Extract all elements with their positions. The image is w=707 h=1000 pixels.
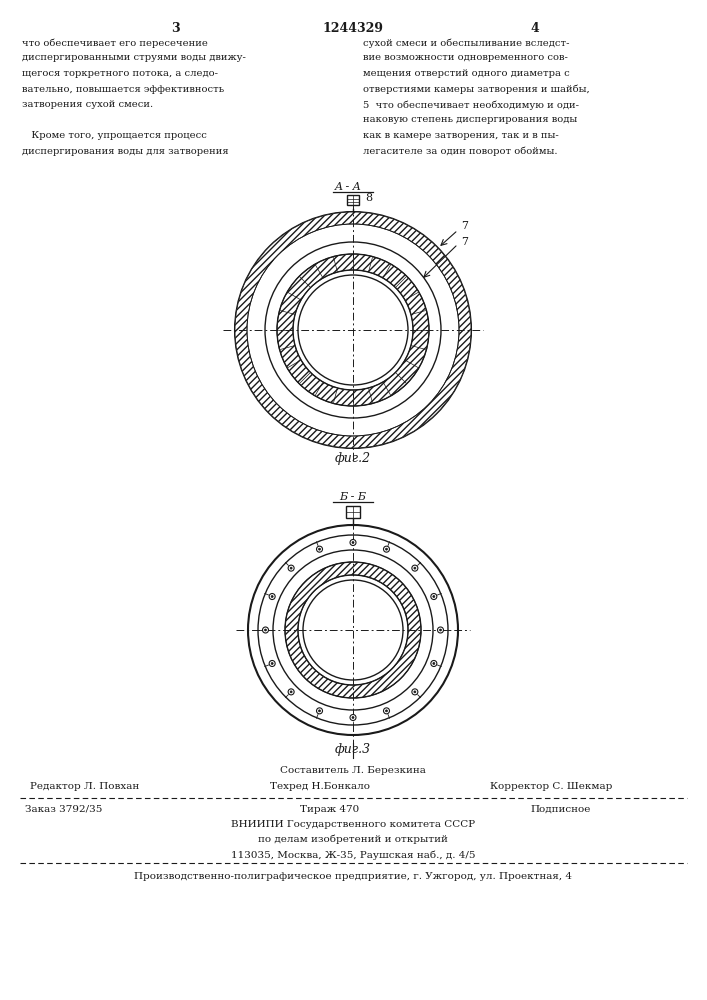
Circle shape — [431, 660, 437, 666]
Circle shape — [269, 660, 275, 666]
Text: Подписное: Подписное — [530, 805, 590, 814]
Circle shape — [290, 567, 292, 569]
Text: щегося торкретного потока, а следо-: щегося торкретного потока, а следо- — [22, 69, 218, 78]
Text: 7: 7 — [461, 221, 468, 231]
Text: 7: 7 — [461, 237, 468, 247]
Text: фиг.2: фиг.2 — [335, 452, 371, 465]
Circle shape — [412, 689, 418, 695]
Text: что обеспечивает его пересечение: что обеспечивает его пересечение — [22, 38, 208, 47]
Circle shape — [414, 567, 416, 569]
Text: ВНИИПИ Государственного комитета СССР: ВНИИПИ Государственного комитета СССР — [231, 820, 475, 829]
Circle shape — [262, 627, 269, 633]
Circle shape — [431, 594, 437, 600]
Text: 8: 8 — [365, 193, 372, 203]
Circle shape — [385, 548, 387, 550]
Text: диспергирования воды для затворения: диспергирования воды для затворения — [22, 146, 228, 155]
Circle shape — [383, 546, 390, 552]
Circle shape — [352, 716, 354, 718]
Circle shape — [290, 691, 292, 693]
Text: мещения отверстий одного диаметра с: мещения отверстий одного диаметра с — [363, 69, 570, 78]
Circle shape — [438, 627, 443, 633]
Circle shape — [414, 691, 416, 693]
Text: 113035, Москва, Ж-35, Раушская наб., д. 4/5: 113035, Москва, Ж-35, Раушская наб., д. … — [230, 850, 475, 859]
Text: 4: 4 — [531, 22, 539, 35]
Text: A - A: A - A — [334, 182, 361, 192]
Circle shape — [385, 710, 387, 712]
Circle shape — [440, 629, 441, 631]
Text: 1244329: 1244329 — [322, 22, 383, 35]
Text: Составитель Л. Березкина: Составитель Л. Березкина — [280, 766, 426, 775]
Circle shape — [317, 546, 322, 552]
Text: Кроме того, упрощается процесс: Кроме того, упрощается процесс — [22, 131, 207, 140]
Circle shape — [264, 629, 267, 631]
Text: затворения сухой смеси.: затворения сухой смеси. — [22, 100, 153, 109]
Circle shape — [271, 662, 273, 664]
Circle shape — [383, 708, 390, 714]
Text: Корректор С. Шекмар: Корректор С. Шекмар — [490, 782, 612, 791]
Circle shape — [269, 594, 275, 600]
Text: Б - Б: Б - Б — [339, 492, 366, 502]
Circle shape — [258, 535, 448, 725]
Text: вательно, повышается эффективность: вательно, повышается эффективность — [22, 85, 224, 94]
Text: Заказ 3792/35: Заказ 3792/35 — [25, 805, 103, 814]
Text: Производственно-полиграфическое предприятие, г. Ужгород, ул. Проектная, 4: Производственно-полиграфическое предприя… — [134, 872, 572, 881]
Circle shape — [271, 596, 273, 598]
Circle shape — [288, 689, 294, 695]
Circle shape — [273, 550, 433, 710]
Bar — [347, 195, 359, 205]
Circle shape — [352, 542, 354, 544]
Text: как в камере затворения, так и в пы-: как в камере затворения, так и в пы- — [363, 131, 559, 140]
Circle shape — [265, 242, 441, 418]
Circle shape — [288, 565, 294, 571]
Text: сухой смеси и обеспыливание вследст-: сухой смеси и обеспыливание вследст- — [363, 38, 570, 47]
Text: вие возможности одновременного сов-: вие возможности одновременного сов- — [363, 53, 568, 62]
Circle shape — [350, 714, 356, 720]
Text: фиг.3: фиг.3 — [335, 743, 371, 756]
Text: легасителе за один поворот обоймы.: легасителе за один поворот обоймы. — [363, 146, 558, 156]
Circle shape — [319, 548, 320, 550]
Text: диспергированными струями воды движу-: диспергированными струями воды движу- — [22, 53, 246, 62]
Text: Техред Н.Бонкало: Техред Н.Бонкало — [270, 782, 370, 791]
Text: отверстиями камеры затворения и шайбы,: отверстиями камеры затворения и шайбы, — [363, 85, 590, 94]
Circle shape — [317, 708, 322, 714]
Circle shape — [350, 540, 356, 546]
Circle shape — [433, 596, 435, 598]
Circle shape — [412, 565, 418, 571]
Text: наковую степень диспергирования воды: наковую степень диспергирования воды — [363, 115, 577, 124]
Circle shape — [433, 662, 435, 664]
Circle shape — [298, 275, 408, 385]
Circle shape — [303, 580, 403, 680]
Text: по делам изобретений и открытий: по делам изобретений и открытий — [258, 835, 448, 844]
Text: Редактор Л. Повхан: Редактор Л. Повхан — [30, 782, 139, 791]
Text: 3: 3 — [170, 22, 180, 35]
Circle shape — [319, 710, 320, 712]
Text: 5  что обеспечивает необходимую и оди-: 5 что обеспечивает необходимую и оди- — [363, 100, 579, 109]
Text: Тираж 470: Тираж 470 — [300, 805, 359, 814]
Bar — [346, 506, 360, 518]
